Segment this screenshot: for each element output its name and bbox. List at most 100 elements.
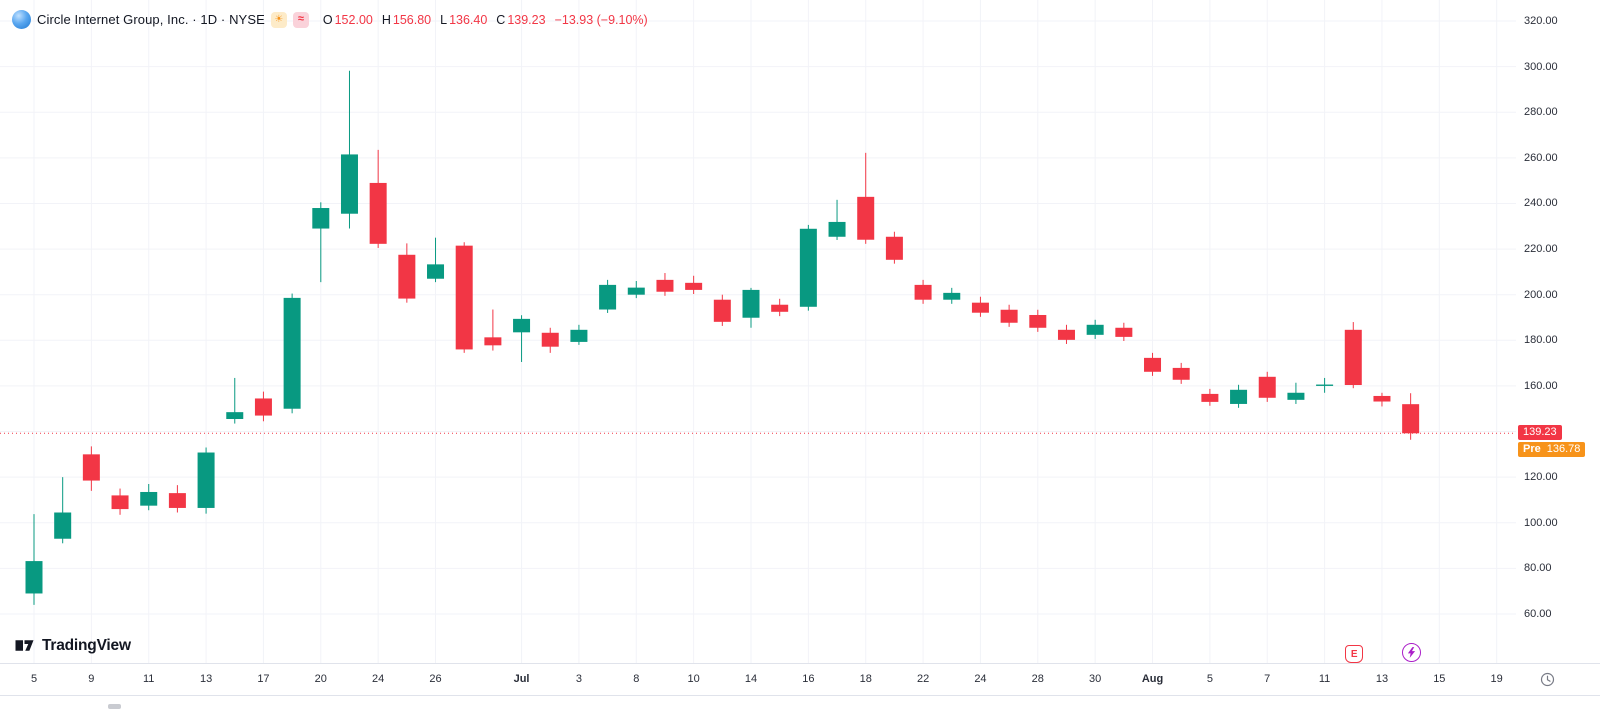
candle-body[interactable]: [513, 318, 531, 333]
flash-event-marker-icon[interactable]: [1401, 643, 1421, 662]
delayed-data-icon: ≈: [292, 11, 309, 28]
open-value: 152.00: [334, 12, 373, 27]
candle-body[interactable]: [1115, 327, 1133, 337]
candle-body[interactable]: [1402, 404, 1420, 434]
candle-body[interactable]: [82, 454, 100, 481]
premarket-sunrise-icon: ☀: [270, 11, 287, 28]
candle-body[interactable]: [140, 491, 158, 506]
symbol-title[interactable]: Circle Internet Group, Inc. · 1D · NYSE: [37, 12, 265, 27]
price-axis-label: 80.00: [1524, 562, 1552, 575]
candle-body[interactable]: [1258, 376, 1276, 398]
time-axis-label: 14: [744, 673, 758, 685]
close-label: C: [496, 12, 506, 27]
candle-body[interactable]: [1144, 357, 1162, 372]
candle-body[interactable]: [799, 228, 817, 307]
candle-body[interactable]: [742, 289, 760, 318]
time-axis-label: 7: [1264, 673, 1271, 685]
candle-body[interactable]: [1287, 392, 1305, 400]
price-axis-label: 300.00: [1524, 60, 1558, 73]
earnings-marker-icon[interactable]: E: [1345, 645, 1364, 663]
time-axis-label: 9: [88, 673, 95, 685]
low-value: 136.40: [449, 12, 488, 27]
price-axis-label: 100.00: [1524, 516, 1558, 529]
candle-body[interactable]: [54, 512, 72, 539]
lower-pane-partial: [0, 695, 1600, 716]
premarket-price-value: 136.78: [1546, 443, 1581, 456]
candle-body[interactable]: [312, 208, 330, 229]
candle-body[interactable]: [427, 264, 445, 279]
high-value: 156.80: [392, 12, 432, 27]
candle-body[interactable]: [1201, 393, 1219, 402]
candle-body[interactable]: [226, 412, 244, 419]
candle-body[interactable]: [254, 398, 272, 416]
candle-body[interactable]: [455, 245, 473, 350]
candle-body[interactable]: [828, 221, 846, 237]
candle-body[interactable]: [484, 337, 502, 346]
candle-body[interactable]: [340, 154, 358, 214]
pane-resize-handle[interactable]: [108, 704, 121, 709]
chart-plot-area[interactable]: Circle Internet Group, Inc. · 1D · NYSE …: [0, 0, 1516, 663]
candle-body[interactable]: [885, 236, 903, 260]
candle-body[interactable]: [627, 287, 645, 295]
candle-body[interactable]: [1000, 309, 1018, 323]
candle-body[interactable]: [283, 297, 301, 409]
candle-body[interactable]: [1344, 329, 1362, 386]
candle-body[interactable]: [771, 304, 789, 312]
candle-body[interactable]: [656, 279, 674, 292]
time-axis-label: 11: [143, 673, 155, 685]
price-axis-label: 220.00: [1524, 243, 1558, 256]
candle-body[interactable]: [685, 282, 703, 290]
candle-body[interactable]: [943, 292, 961, 300]
high-label: H: [381, 12, 391, 27]
time-axis-label: 24: [372, 673, 385, 685]
candle-body[interactable]: [1230, 389, 1248, 404]
candle-body[interactable]: [1172, 367, 1190, 380]
time-axis-label: 26: [429, 673, 442, 685]
price-axis-label: 200.00: [1524, 288, 1558, 301]
time-axis-label: 3: [575, 673, 582, 685]
candle-body[interactable]: [570, 329, 588, 342]
price-axis-label: 280.00: [1524, 106, 1558, 119]
candle-body[interactable]: [1057, 329, 1075, 340]
premarket-label: Pre: [1523, 443, 1541, 456]
circle-company-logo-icon[interactable]: [12, 10, 31, 29]
candle-body[interactable]: [111, 495, 129, 510]
price-axis[interactable]: 139.23 Pre 136.78 320.00 300.00 280.00 260.…: [1516, 0, 1600, 663]
candle-body[interactable]: [971, 302, 989, 313]
candle-body[interactable]: [25, 561, 43, 594]
time-axis-label: 30: [1089, 673, 1102, 685]
candle-body[interactable]: [369, 182, 387, 244]
tradingview-logo[interactable]: TradingView: [14, 635, 131, 656]
time-axis-label: 11: [1318, 673, 1331, 685]
candle-body[interactable]: [398, 254, 416, 299]
candle-body[interactable]: [713, 299, 731, 322]
candle-body[interactable]: [168, 493, 186, 508]
wave-glyph: ≈: [297, 13, 304, 25]
last-price-badge: 139.23: [1518, 425, 1562, 441]
candle-body[interactable]: [1086, 324, 1104, 335]
time-axis-label: 22: [916, 673, 930, 685]
candle-body[interactable]: [197, 452, 215, 508]
clock-timezone-icon[interactable]: [1540, 672, 1555, 687]
candle-body[interactable]: [541, 332, 559, 347]
time-axis-label: Aug: [1141, 673, 1164, 685]
low-label: L: [440, 12, 448, 27]
candle-body[interactable]: [1316, 384, 1334, 386]
earnings-marker-label: E: [1350, 648, 1358, 660]
time-axis-label: Jul: [513, 673, 530, 685]
candle-body[interactable]: [1029, 314, 1047, 328]
time-axis-label: 17: [257, 673, 270, 685]
time-axis-label: 13: [1375, 673, 1389, 685]
candle-body[interactable]: [914, 284, 932, 300]
price-axis-label: 160.00: [1524, 379, 1558, 392]
time-axis-label: 20: [314, 673, 327, 685]
candle-body[interactable]: [1373, 395, 1391, 402]
time-axis-label: 13: [199, 673, 213, 685]
time-axis[interactable]: 5 9 11 13 17 20 24 26 Jul 3 8 10 14 16 18 22 24 28 30 Aug 5 7…: [0, 663, 1516, 696]
close-value: 139.23: [507, 12, 546, 27]
candlestick-chart[interactable]: [0, 0, 1516, 663]
candle-body[interactable]: [599, 284, 617, 310]
candle-body[interactable]: [857, 196, 875, 240]
time-axis-label: 5: [30, 673, 38, 685]
time-axis-label: 16: [802, 673, 815, 685]
